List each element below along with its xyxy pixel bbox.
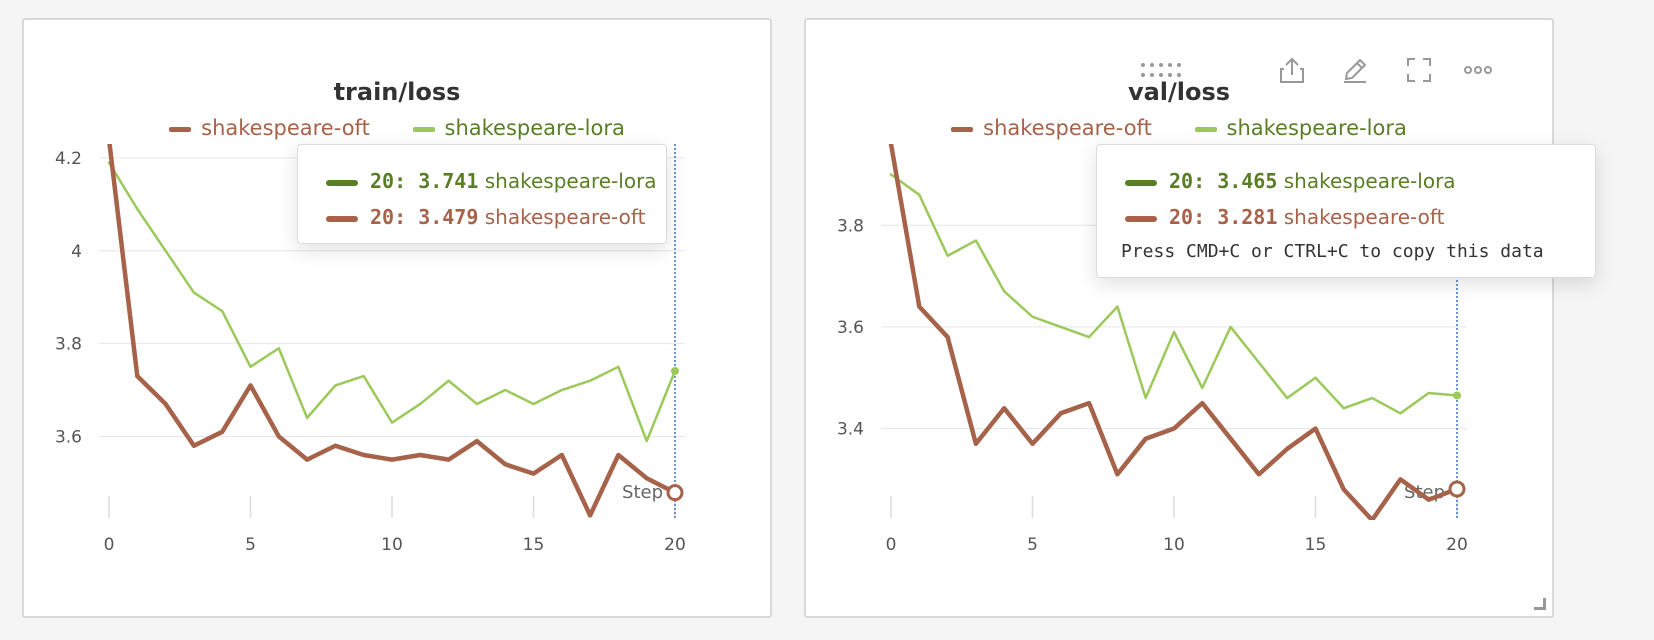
tooltip-value: 3.465 xyxy=(1217,169,1278,193)
legend-item-lora[interactable]: shakespeare-lora xyxy=(412,116,625,140)
x-tick-label: 0 xyxy=(104,535,115,555)
y-tick-label: 4 xyxy=(71,242,82,262)
x-tick-label: 15 xyxy=(1305,535,1327,555)
legend-item-oft[interactable]: shakespeare-oft xyxy=(169,116,370,140)
line-plot[interactable]: 3.6 3.8 4 4.2 0 5 10 15 20 Step xyxy=(24,20,770,616)
resize-handle[interactable] xyxy=(1534,598,1546,610)
tooltip-swatch xyxy=(326,215,358,222)
legend-label: shakespeare-lora xyxy=(1226,116,1407,140)
series-line-shakespeare-oft xyxy=(107,144,678,518)
tooltip-step: 20 xyxy=(370,169,395,193)
y-tick-label: 3.8 xyxy=(55,335,82,355)
chart-panel-train-loss[interactable]: train/loss shakespeare-oft shakespeare-l… xyxy=(22,18,772,618)
x-tick-label: 15 xyxy=(523,535,545,555)
legend-swatch xyxy=(951,126,974,132)
y-tick-label: 3.8 xyxy=(837,216,864,236)
tooltip-value: 3.741 xyxy=(418,169,479,193)
tooltip-series: shakespeare-lora xyxy=(1283,169,1456,193)
share-icon[interactable] xyxy=(1272,50,1312,90)
tooltip-swatch xyxy=(1125,179,1157,186)
legend-item-oft[interactable]: shakespeare-oft xyxy=(951,116,1152,140)
tooltip-value: 3.479 xyxy=(418,205,479,229)
tooltip-swatch xyxy=(326,179,358,186)
hover-tooltip: 20: 3.741 shakespeare-lora 20: 3.479 sha… xyxy=(297,144,667,244)
chart-panel-val-loss[interactable]: val/loss shakespeare-oft shakespeare-lor… xyxy=(804,18,1596,618)
x-axis-label: Step xyxy=(622,482,663,503)
y-tick-label: 3.4 xyxy=(837,420,864,440)
tooltip-sep: : xyxy=(394,169,419,193)
legend-item-lora[interactable]: shakespeare-lora xyxy=(1194,116,1407,140)
tooltip-row-lora: 20: 3.465 shakespeare-lora xyxy=(1125,163,1571,199)
x-tick-label: 20 xyxy=(664,535,686,555)
hover-point-oft xyxy=(1448,480,1466,498)
series-line-shakespeare-lora xyxy=(107,161,677,443)
legend-swatch xyxy=(412,126,435,132)
tooltip-sep: : xyxy=(1193,169,1218,193)
chart-title: val/loss xyxy=(1127,78,1231,106)
fullscreen-icon[interactable] xyxy=(1399,50,1439,90)
tooltip-swatch xyxy=(1125,215,1157,222)
hover-point-lora xyxy=(671,366,679,375)
x-tick-label: 5 xyxy=(1027,535,1038,555)
legend-swatch xyxy=(1194,126,1217,132)
panel-toolbar xyxy=(806,50,1552,90)
more-icon[interactable] xyxy=(1458,50,1498,90)
chart-title: train/loss xyxy=(333,78,461,106)
x-tick-label: 5 xyxy=(245,535,256,555)
tooltip-series: shakespeare-oft xyxy=(1283,205,1445,229)
tooltip-copy-hint: Press CMD+C or CTRL+C to copy this data xyxy=(1121,241,1544,262)
legend-label: shakespeare-oft xyxy=(201,116,370,140)
x-tick-label: 10 xyxy=(381,535,403,555)
hover-point-oft xyxy=(666,484,684,502)
tooltip-row-oft: 20: 3.479 shakespeare-oft xyxy=(326,199,645,235)
y-tick-label: 3.6 xyxy=(55,427,82,447)
tooltip-sep: : xyxy=(1193,205,1218,229)
tooltip-sep: : xyxy=(394,205,419,229)
drag-handle-icon[interactable] xyxy=(1136,50,1186,90)
tooltip-series: shakespeare-lora xyxy=(484,169,657,193)
tooltip-step: 20 xyxy=(1169,169,1194,193)
tooltip-value: 3.281 xyxy=(1217,205,1278,229)
y-tick-label: 4.2 xyxy=(55,149,82,169)
legend-label: shakespeare-oft xyxy=(983,116,1152,140)
legend-swatch xyxy=(169,126,192,132)
tooltip-row-oft: 20: 3.281 shakespeare-oft xyxy=(1125,199,1571,235)
hover-tooltip: 20: 3.465 shakespeare-lora 20: 3.281 sha… xyxy=(1096,144,1596,278)
tooltip-series: shakespeare-oft xyxy=(484,205,646,229)
tooltip-row-lora: 20: 3.741 shakespeare-lora xyxy=(326,163,657,199)
tooltip-step: 20 xyxy=(370,205,395,229)
x-tick-label: 10 xyxy=(1163,535,1185,555)
x-tick-label: 20 xyxy=(1446,535,1468,555)
series-line-shakespeare-lora xyxy=(889,173,1459,415)
chart-legend: shakespeare-oft shakespeare-lora xyxy=(24,116,770,140)
edit-icon[interactable] xyxy=(1335,50,1375,90)
hover-point-lora xyxy=(1453,391,1461,400)
y-tick-label: 3.6 xyxy=(837,318,864,338)
tooltip-step: 20 xyxy=(1169,205,1194,229)
series-line-shakespeare-oft xyxy=(888,144,1460,520)
legend-label: shakespeare-lora xyxy=(444,116,625,140)
chart-legend: shakespeare-oft shakespeare-lora xyxy=(806,116,1552,140)
x-tick-label: 0 xyxy=(886,535,897,555)
